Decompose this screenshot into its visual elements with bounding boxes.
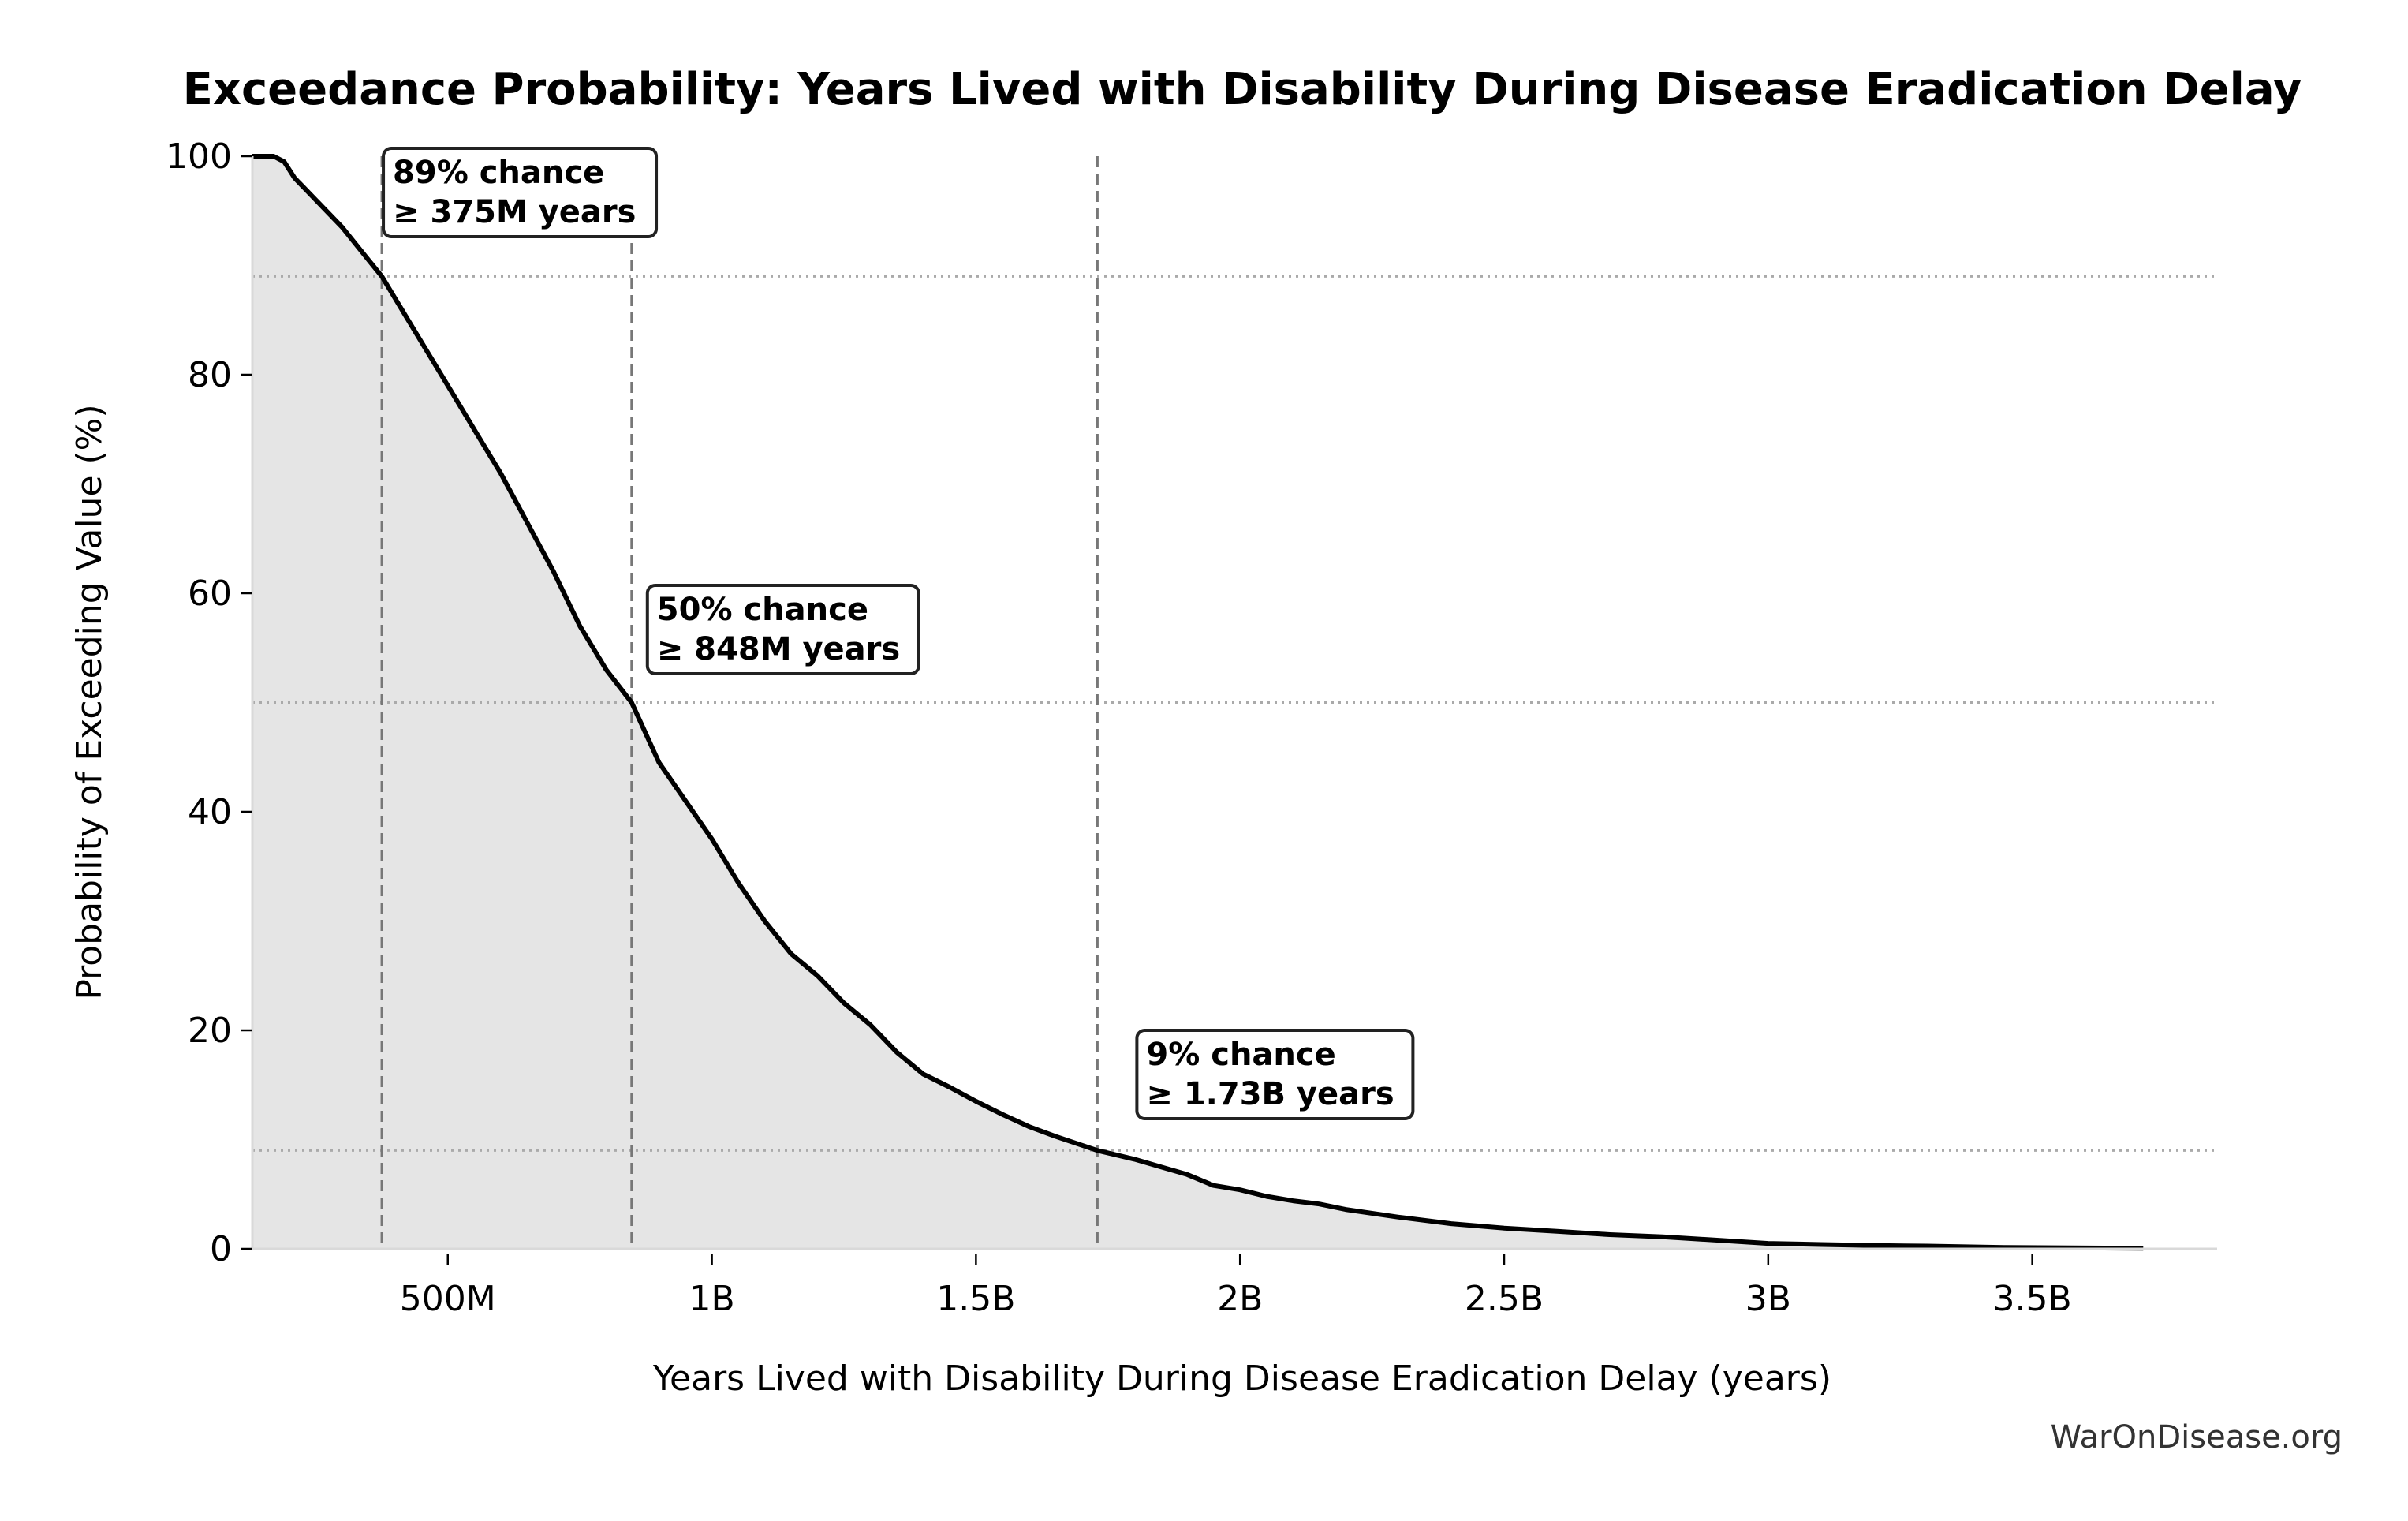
y-tick-label: 60 bbox=[188, 574, 232, 614]
annotation-threshold: ≥ 1.73B years bbox=[1146, 1076, 1394, 1112]
annotation-frame bbox=[645, 584, 920, 675]
y-ticks: 0 20 40 60 80 100 bbox=[166, 136, 252, 1269]
plot-area: 0 20 40 60 80 100 500M 1B 1.5B 2B 2.5B 3B 3.5B 89% … bbox=[166, 136, 2217, 1319]
watermark: WarOnDisease.org bbox=[2051, 1419, 2343, 1456]
annotation-box: 9% chance≥ 1.73B years bbox=[1135, 1029, 1415, 1120]
x-ticks: 500M 1B 1.5B 2B 2.5B 3B 3.5B bbox=[400, 1254, 2072, 1319]
annotation-box: 89% chance≥ 375M years bbox=[382, 147, 659, 238]
y-axis-label: Probability of Exceeding Value (%) bbox=[69, 404, 110, 1000]
annotation-frame bbox=[1135, 1029, 1415, 1120]
x-tick-label: 2.5B bbox=[1465, 1279, 1544, 1319]
annotation-threshold: ≥ 848M years bbox=[657, 631, 900, 667]
x-tick-label: 1.5B bbox=[936, 1279, 1015, 1319]
y-tick-label: 40 bbox=[188, 792, 232, 832]
y-tick-label: 100 bbox=[166, 136, 232, 177]
x-axis-label: Years Lived with Disability During Disea… bbox=[652, 1358, 1831, 1399]
y-tick-label: 0 bbox=[210, 1229, 232, 1269]
exceedance-area-fill bbox=[252, 156, 2144, 1249]
x-tick-label: 3.5B bbox=[1993, 1279, 2072, 1319]
x-tick-label: 1B bbox=[689, 1279, 734, 1319]
annotation-threshold: ≥ 375M years bbox=[393, 194, 636, 230]
annotation-probability: 89% chance bbox=[393, 155, 604, 191]
chart-title: Exceedance Probability: Years Lived with… bbox=[183, 64, 2302, 115]
x-tick-label: 500M bbox=[400, 1279, 496, 1319]
y-tick-label: 80 bbox=[188, 355, 232, 395]
reference-hlines bbox=[252, 275, 2217, 1152]
annotation-probability: 50% chance bbox=[657, 592, 868, 628]
y-tick-label: 20 bbox=[188, 1011, 232, 1051]
annotations: 89% chance≥ 375M years 50% chance≥ 848M y… bbox=[382, 147, 1415, 1120]
annotation-probability: 9% chance bbox=[1146, 1037, 1335, 1073]
exceedance-curve bbox=[252, 154, 2144, 1251]
annotation-frame bbox=[382, 147, 659, 238]
x-tick-label: 3B bbox=[1745, 1279, 1791, 1319]
annotation-box: 50% chance≥ 848M years bbox=[645, 584, 920, 675]
x-tick-label: 2B bbox=[1217, 1279, 1263, 1319]
